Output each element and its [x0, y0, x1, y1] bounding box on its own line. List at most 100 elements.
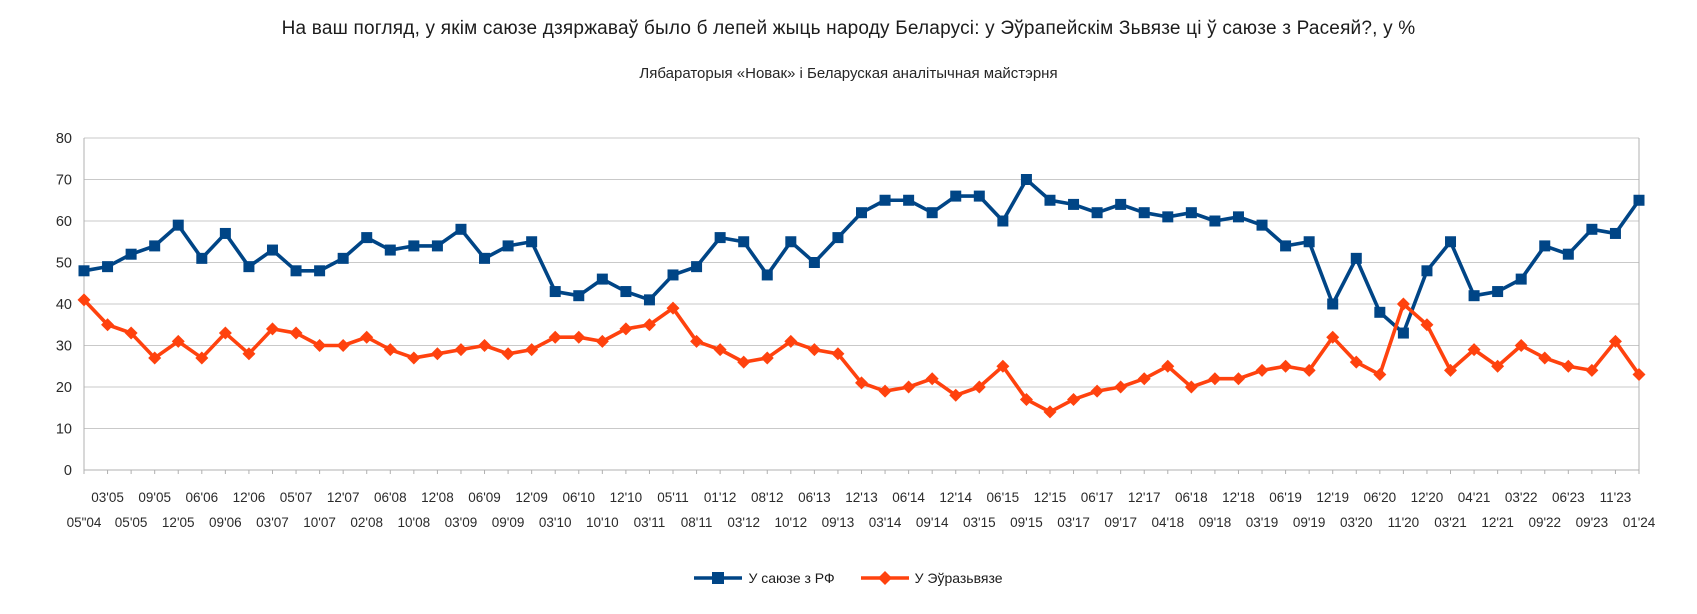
- data-point: [149, 240, 161, 252]
- data-point: [808, 257, 820, 268]
- data-point: [1208, 372, 1222, 386]
- data-point: [997, 215, 1009, 227]
- data-point: [878, 384, 892, 398]
- data-point: [785, 236, 797, 248]
- x-tick-label: 12'09: [515, 490, 548, 505]
- chart-title: На ваш погляд, у якім саюзе дзяржаваў бы…: [281, 18, 1416, 39]
- data-point: [1609, 227, 1621, 239]
- x-tick-label: 12'14: [939, 490, 972, 505]
- x-tick-label: 03'21: [1434, 515, 1467, 530]
- data-point: [266, 244, 278, 256]
- data-point: [1138, 207, 1150, 219]
- data-point: [125, 248, 137, 260]
- x-tick-label: 08'12: [751, 490, 784, 505]
- data-point: [408, 240, 420, 252]
- chart-subtitle: Лябараторыя «Новак» і Беларуская аналіты…: [639, 65, 1058, 82]
- data-point: [903, 194, 915, 206]
- x-tick-label: 11'20: [1388, 515, 1420, 530]
- data-point: [1185, 207, 1197, 219]
- data-point: [1068, 198, 1080, 210]
- data-point: [1444, 363, 1458, 377]
- x-tick-label: 10'12: [775, 515, 808, 530]
- data-point: [1349, 355, 1363, 369]
- x-tick-label: 03'09: [445, 515, 478, 530]
- data-point: [478, 339, 492, 352]
- data-point: [361, 232, 373, 244]
- data-point: [784, 334, 798, 348]
- x-tick-label: 03'10: [539, 515, 572, 530]
- data-point: [1114, 380, 1128, 394]
- data-point: [1302, 363, 1316, 377]
- series-eu: [77, 293, 1646, 419]
- data-point: [1633, 194, 1645, 206]
- data-point: [1279, 359, 1293, 373]
- x-tick-label: 09'05: [138, 490, 171, 505]
- y-tick-label: 30: [56, 339, 72, 355]
- chart-legend: У саюзе з РФ У Эўразьвязе: [0, 570, 1697, 586]
- data-point: [290, 265, 302, 277]
- x-tick-label: 03'15: [963, 515, 996, 530]
- data-point: [548, 330, 562, 344]
- data-point: [1539, 240, 1551, 252]
- data-point: [713, 343, 727, 357]
- x-tick-label: 09'06: [209, 515, 242, 530]
- x-tick-label: 12'05: [162, 515, 195, 530]
- x-tick-label: 05'05: [115, 515, 148, 530]
- data-point: [1350, 252, 1362, 264]
- data-point: [1396, 297, 1410, 311]
- x-tick-label: 12'08: [421, 490, 454, 505]
- data-point: [384, 244, 396, 256]
- y-tick-label: 80: [56, 131, 72, 147]
- data-point: [455, 223, 467, 235]
- x-tick-label: 09'09: [492, 515, 525, 530]
- data-point: [1374, 306, 1386, 318]
- data-point: [1608, 334, 1622, 348]
- legend-label-eu: У Эўразьвязе: [914, 570, 1003, 586]
- x-tick-label: 09'23: [1576, 515, 1609, 530]
- data-point: [1562, 248, 1574, 260]
- data-point: [879, 194, 891, 206]
- data-point: [1232, 211, 1244, 223]
- x-tick-label: 09'19: [1293, 515, 1326, 530]
- legend-marker-eu-diamond-icon: [860, 571, 909, 585]
- data-point: [1397, 327, 1409, 339]
- data-point: [1632, 368, 1646, 382]
- data-point: [691, 261, 703, 273]
- data-point: [1538, 351, 1552, 365]
- x-tick-label: 06'09: [468, 490, 501, 505]
- x-tick-label: 05'11: [657, 490, 689, 505]
- x-tick-label: 05'07: [280, 490, 313, 505]
- x-tick-label: 03'11: [634, 515, 666, 530]
- x-tick-label: 03'14: [869, 515, 902, 530]
- data-point: [714, 232, 726, 244]
- data-point: [926, 207, 938, 219]
- data-point: [1067, 392, 1081, 406]
- data-point: [218, 326, 232, 340]
- data-point: [596, 273, 608, 285]
- data-point: [925, 372, 939, 386]
- x-tick-label: 12'15: [1034, 490, 1067, 505]
- data-point: [101, 318, 115, 332]
- x-tick-label: 06'19: [1269, 490, 1302, 505]
- x-tick-label: 12'10: [610, 490, 643, 505]
- data-point: [171, 334, 185, 348]
- data-point: [1303, 236, 1315, 248]
- data-point: [807, 343, 821, 357]
- data-point: [572, 330, 586, 344]
- data-point: [1586, 223, 1598, 235]
- legend-item-rf: У саюзе з РФ: [694, 570, 835, 586]
- data-point: [642, 318, 656, 332]
- x-tick-label: 03'22: [1505, 490, 1538, 505]
- x-tick-label: 12'07: [327, 490, 360, 505]
- data-point: [1090, 384, 1104, 398]
- x-tick-label: 09'15: [1010, 515, 1043, 530]
- data-point: [1492, 286, 1504, 298]
- data-point: [667, 269, 679, 281]
- data-point: [360, 330, 374, 344]
- data-point: [737, 355, 751, 369]
- data-point: [337, 252, 349, 264]
- y-tick-label: 70: [56, 173, 72, 189]
- data-point: [643, 294, 655, 306]
- data-point: [219, 227, 231, 239]
